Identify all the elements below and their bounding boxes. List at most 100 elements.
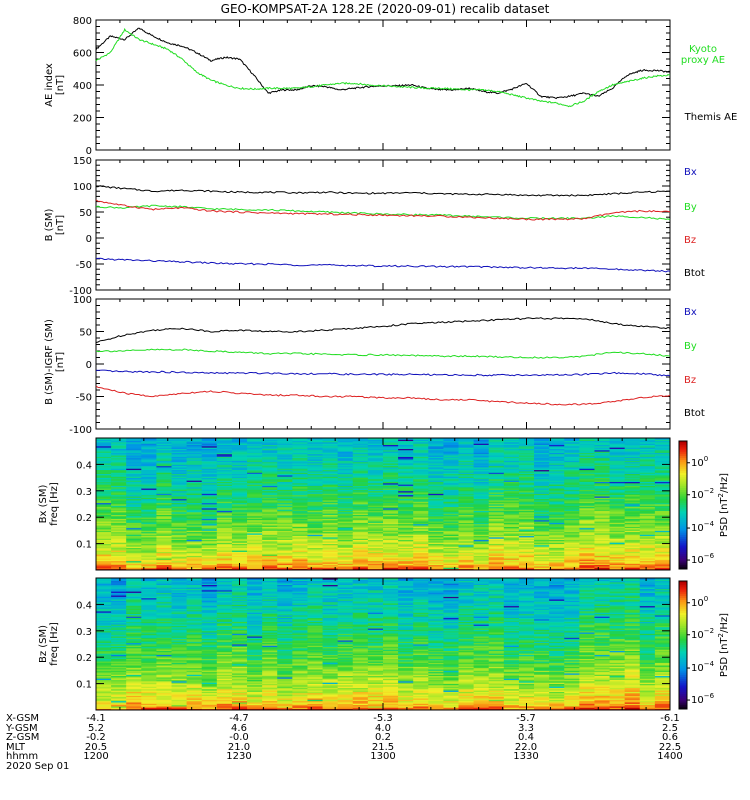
spectrogram-cell bbox=[126, 457, 142, 460]
spectrogram-cell bbox=[186, 478, 203, 481]
spectrogram-cell bbox=[413, 543, 429, 546]
spectrogram-cell bbox=[126, 696, 142, 699]
spectrogram-cell bbox=[337, 463, 354, 465]
spectrogram-cell bbox=[171, 622, 188, 625]
spectrogram-cell bbox=[141, 677, 157, 679]
spectrogram-cell bbox=[624, 477, 641, 480]
spectrogram-cell bbox=[367, 480, 384, 482]
spectrogram-cell bbox=[231, 529, 248, 531]
spectrogram-cell bbox=[231, 555, 248, 558]
spectrogram-cell bbox=[141, 443, 157, 445]
spectrogram-cell bbox=[534, 482, 550, 485]
spectrogram-cell bbox=[307, 504, 323, 506]
spectrogram-cell bbox=[639, 480, 656, 482]
spectrogram-cell bbox=[156, 488, 172, 490]
spectrogram-cell bbox=[186, 543, 203, 546]
spectrogram-cell bbox=[518, 489, 535, 492]
spectrogram-cell bbox=[292, 540, 308, 543]
spectrogram-cell bbox=[156, 617, 172, 620]
spectrogram-cell bbox=[141, 486, 157, 489]
spectrogram-cell bbox=[639, 500, 656, 502]
spectrogram-cell bbox=[352, 526, 369, 529]
spectrogram-cell bbox=[534, 490, 550, 493]
spectrogram-cell bbox=[126, 686, 142, 688]
spectrogram-cell bbox=[428, 522, 444, 525]
spectrogram-cell bbox=[518, 444, 535, 447]
spectrogram-cell bbox=[337, 548, 354, 551]
spectrogram-cell bbox=[654, 477, 671, 480]
spectrogram-cell bbox=[639, 521, 656, 523]
spectrogram-cell bbox=[549, 463, 565, 465]
spectrogram-cell bbox=[141, 482, 157, 485]
spectrogram-cell bbox=[307, 530, 323, 533]
spectrogram-cell bbox=[126, 486, 142, 489]
spectrogram-cell bbox=[337, 500, 354, 502]
spectrogram-cell bbox=[549, 566, 565, 568]
spectrogram-cell bbox=[579, 490, 595, 493]
spectrogram-cell bbox=[609, 548, 626, 551]
spectrogram-cell bbox=[247, 500, 263, 502]
spectrogram-cell bbox=[141, 678, 157, 681]
spectrogram-cell bbox=[262, 563, 278, 566]
spectrogram-cell bbox=[488, 533, 505, 535]
spectrogram-cell bbox=[141, 507, 157, 510]
spectrogram-cell bbox=[624, 554, 641, 556]
spectrogram-cell bbox=[443, 513, 459, 515]
spectrogram-cell bbox=[473, 440, 490, 443]
spectrogram-cell bbox=[398, 473, 414, 476]
spectrogram-cell bbox=[503, 555, 520, 558]
spectrogram-cell bbox=[292, 515, 308, 518]
spectrogram-cell bbox=[186, 640, 203, 642]
spectrogram-cell bbox=[488, 560, 505, 563]
spectrogram-cell bbox=[367, 552, 384, 555]
spectrogram-cell bbox=[111, 578, 127, 580]
spectrogram-cell bbox=[126, 465, 142, 468]
spectrogram-cell bbox=[171, 554, 188, 556]
spectrogram-cell bbox=[609, 510, 626, 513]
spectrogram-cell bbox=[398, 513, 414, 515]
spectrogram-cell bbox=[111, 694, 127, 696]
spectrogram-cell bbox=[96, 554, 112, 556]
spectrogram-cell bbox=[247, 556, 263, 559]
spectrogram-cell bbox=[247, 513, 263, 515]
spectrogram-cell bbox=[337, 566, 354, 568]
spectrogram-cell bbox=[534, 463, 550, 465]
spectrogram-cell bbox=[277, 469, 293, 472]
spectrogram-cell bbox=[201, 525, 218, 527]
spectrogram-cell bbox=[126, 611, 142, 613]
legend-bz: Bz bbox=[684, 375, 696, 386]
spectrogram-cell bbox=[549, 567, 565, 570]
spectrogram-cell bbox=[111, 661, 127, 663]
spectrogram-cell bbox=[171, 493, 188, 496]
spectrogram-cell bbox=[111, 533, 127, 535]
spectrogram-cell bbox=[171, 690, 188, 692]
spectrogram-cell bbox=[322, 480, 339, 482]
spectrogram-cell bbox=[186, 618, 203, 621]
spectrogram-cell bbox=[111, 596, 127, 599]
spectrogram-cell bbox=[594, 547, 610, 550]
spectrogram-cell bbox=[383, 548, 399, 551]
spectrogram-cell bbox=[458, 566, 475, 568]
spectrogram-cell bbox=[111, 622, 127, 625]
spectrogram-cell bbox=[111, 601, 127, 604]
spectrogram-cell bbox=[367, 453, 384, 456]
spectrogram-cell bbox=[322, 463, 339, 465]
spectrogram-cell bbox=[96, 461, 112, 464]
spectrogram-cell bbox=[141, 478, 157, 481]
spectrogram-cell bbox=[352, 544, 369, 547]
spectrogram-cell bbox=[383, 492, 399, 494]
spectrogram-cell bbox=[201, 556, 218, 559]
spectrogram-cell bbox=[322, 469, 339, 472]
spectrogram-cell bbox=[443, 459, 459, 461]
spectrogram-cell bbox=[398, 514, 414, 517]
spectrogram-cell bbox=[126, 531, 142, 534]
spectrogram-cell bbox=[156, 644, 172, 646]
spectrogram-cell bbox=[337, 485, 354, 488]
spectrogram-cell bbox=[654, 535, 671, 538]
spectrogram-cell bbox=[579, 488, 595, 490]
spectrogram-cell bbox=[186, 538, 203, 541]
spectrogram-cell bbox=[262, 531, 278, 534]
spectrogram-cell bbox=[534, 502, 550, 505]
spectrogram-cell bbox=[609, 539, 626, 542]
spectrogram-cell bbox=[126, 617, 142, 620]
